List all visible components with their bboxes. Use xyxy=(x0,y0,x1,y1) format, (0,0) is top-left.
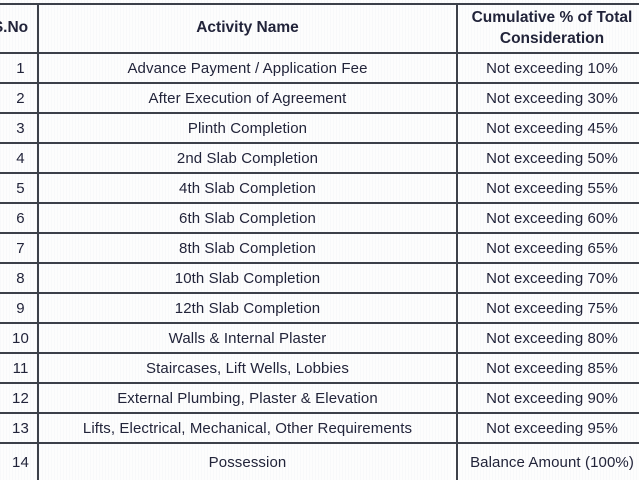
cell-activity: Advance Payment / Application Fee xyxy=(37,52,458,84)
cell-cumulative: Balance Amount (100%) xyxy=(456,442,639,480)
header-cumulative: Cumulative % of Total Consideration xyxy=(456,3,639,54)
table-header-row: S.No Activity Name Cumulative % of Total… xyxy=(0,3,639,54)
cell-sno: 13 xyxy=(0,412,39,444)
cell-activity: 12th Slab Completion xyxy=(37,292,458,324)
cell-cumulative: Not exceeding 30% xyxy=(456,82,639,114)
cell-cumulative: Not exceeding 75% xyxy=(456,292,639,324)
cell-sno: 6 xyxy=(0,202,39,234)
cell-activity: 10th Slab Completion xyxy=(37,262,458,294)
payment-schedule-table: S.No Activity Name Cumulative % of Total… xyxy=(0,3,639,480)
cell-activity: External Plumbing, Plaster & Elevation xyxy=(37,382,458,414)
cell-sno: 11 xyxy=(0,352,39,384)
cell-sno: 2 xyxy=(0,82,39,114)
cell-activity: Walls & Internal Plaster xyxy=(37,322,458,354)
table-row: 1 Advance Payment / Application Fee Not … xyxy=(0,52,639,84)
cell-activity: 4th Slab Completion xyxy=(37,172,458,204)
header-sno: S.No xyxy=(0,3,39,54)
cell-cumulative: Not exceeding 50% xyxy=(456,142,639,174)
table-row: 10 Walls & Internal Plaster Not exceedin… xyxy=(0,322,639,354)
table-row: 5 4th Slab Completion Not exceeding 55% xyxy=(0,172,639,204)
cell-sno: 10 xyxy=(0,322,39,354)
cell-cumulative: Not exceeding 60% xyxy=(456,202,639,234)
cell-cumulative: Not exceeding 80% xyxy=(456,322,639,354)
cell-activity: 2nd Slab Completion xyxy=(37,142,458,174)
table-row: 4 2nd Slab Completion Not exceeding 50% xyxy=(0,142,639,174)
table-row: 3 Plinth Completion Not exceeding 45% xyxy=(0,112,639,144)
cell-activity: Possession xyxy=(37,442,458,480)
cell-cumulative: Not exceeding 85% xyxy=(456,352,639,384)
table-row: 12 External Plumbing, Plaster & Elevatio… xyxy=(0,382,639,414)
table-row: 13 Lifts, Electrical, Mechanical, Other … xyxy=(0,412,639,444)
cell-sno: 14 xyxy=(0,442,39,480)
cell-activity: 6th Slab Completion xyxy=(37,202,458,234)
cell-sno: 1 xyxy=(0,52,39,84)
table-row: 11 Staircases, Lift Wells, Lobbies Not e… xyxy=(0,352,639,384)
cell-activity: Staircases, Lift Wells, Lobbies xyxy=(37,352,458,384)
table-row: 2 After Execution of Agreement Not excee… xyxy=(0,82,639,114)
header-cumulative-line2: Consideration xyxy=(499,29,605,47)
cell-sno: 5 xyxy=(0,172,39,204)
cell-cumulative: Not exceeding 65% xyxy=(456,232,639,264)
cell-sno: 9 xyxy=(0,292,39,324)
table-row: 14 Possession Balance Amount (100%) xyxy=(0,442,639,480)
table-row: 7 8th Slab Completion Not exceeding 65% xyxy=(0,232,639,264)
cell-sno: 8 xyxy=(0,262,39,294)
table-row: 9 12th Slab Completion Not exceeding 75% xyxy=(0,292,639,324)
table-row: 8 10th Slab Completion Not exceeding 70% xyxy=(0,262,639,294)
cell-cumulative: Not exceeding 70% xyxy=(456,262,639,294)
cell-cumulative: Not exceeding 10% xyxy=(456,52,639,84)
cell-cumulative: Not exceeding 90% xyxy=(456,382,639,414)
cell-cumulative: Not exceeding 45% xyxy=(456,112,639,144)
cell-activity: After Execution of Agreement xyxy=(37,82,458,114)
cell-sno: 3 xyxy=(0,112,39,144)
cell-activity: 8th Slab Completion xyxy=(37,232,458,264)
cell-activity: Lifts, Electrical, Mechanical, Other Req… xyxy=(37,412,458,444)
header-activity-name: Activity Name xyxy=(37,3,458,54)
cell-cumulative: Not exceeding 95% xyxy=(456,412,639,444)
table-row: 6 6th Slab Completion Not exceeding 60% xyxy=(0,202,639,234)
cell-sno: 12 xyxy=(0,382,39,414)
cell-cumulative: Not exceeding 55% xyxy=(456,172,639,204)
cell-sno: 7 xyxy=(0,232,39,264)
header-cumulative-line1: Cumulative % of Total xyxy=(471,8,633,26)
cell-activity: Plinth Completion xyxy=(37,112,458,144)
cell-sno: 4 xyxy=(0,142,39,174)
